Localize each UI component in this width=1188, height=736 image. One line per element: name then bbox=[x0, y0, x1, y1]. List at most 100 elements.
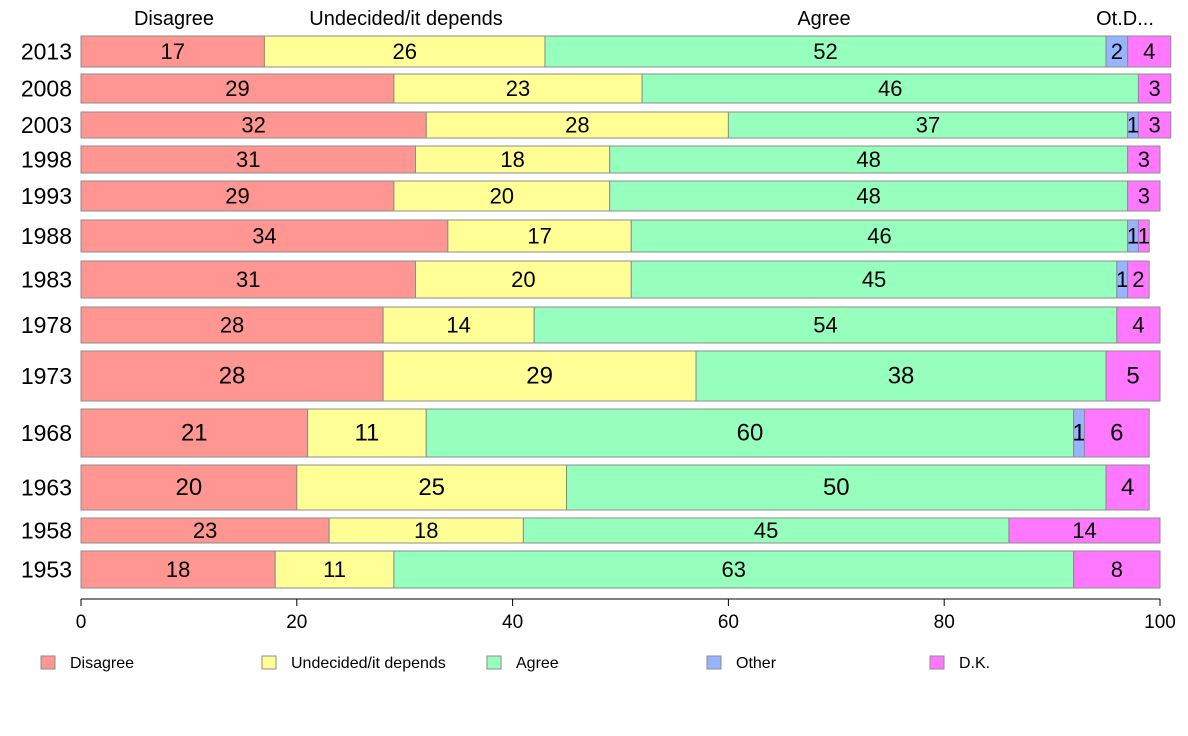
y-tick-label: 1998 bbox=[21, 147, 72, 173]
bar-segment bbox=[630, 260, 1118, 299]
bar-segment bbox=[447, 219, 632, 253]
data-label: 1 bbox=[1116, 267, 1128, 292]
data-label: 31 bbox=[236, 147, 260, 172]
bar-segment bbox=[80, 35, 265, 68]
y-tick-label: 2013 bbox=[21, 39, 72, 65]
data-label: 46 bbox=[878, 76, 902, 101]
bar-segment bbox=[1073, 550, 1161, 589]
data-label: 11 bbox=[354, 420, 379, 447]
data-label: 5 bbox=[1126, 363, 1139, 390]
bar-segment bbox=[80, 550, 276, 589]
y-tick-label: 1958 bbox=[21, 518, 72, 544]
bar-segment bbox=[80, 306, 384, 344]
y-axis-labels: 2013 2008 2003 1998 1993 1988 1983 1978 1973 1968… bbox=[21, 39, 72, 583]
data-label: 34 bbox=[252, 224, 276, 249]
data-label: 45 bbox=[862, 267, 886, 292]
data-label: 20 bbox=[490, 184, 514, 209]
data-label: 54 bbox=[813, 313, 837, 338]
bar-segment bbox=[80, 260, 416, 299]
data-label: 3 bbox=[1138, 184, 1150, 209]
bar-segment bbox=[1083, 408, 1150, 458]
data-label: 29 bbox=[225, 184, 249, 209]
data-label: 4 bbox=[1132, 313, 1144, 338]
data-label: 52 bbox=[813, 39, 837, 64]
data-label: 3 bbox=[1148, 76, 1160, 101]
legend-label: Agree bbox=[516, 655, 559, 672]
legend: Disagree Undecided/it depends Agree Other D.… bbox=[40, 655, 990, 672]
bar-segment bbox=[1127, 35, 1172, 68]
bar-segment bbox=[1008, 517, 1161, 544]
legend-label: Disagree bbox=[70, 655, 134, 672]
bar-segment bbox=[533, 306, 1118, 344]
bar-segment bbox=[1137, 219, 1150, 253]
bar-segment bbox=[382, 350, 697, 402]
data-label: 3 bbox=[1138, 147, 1150, 172]
bar-segment bbox=[382, 306, 535, 344]
bar-segment bbox=[393, 550, 1075, 589]
data-label: 25 bbox=[418, 474, 445, 501]
data-label: 18 bbox=[166, 557, 190, 582]
bar-segment bbox=[393, 73, 643, 104]
y-tick-label: 2003 bbox=[21, 112, 72, 138]
data-label: 37 bbox=[916, 113, 940, 138]
data-label: 38 bbox=[888, 363, 915, 390]
bars: 17 26 52 2 429 23 46 332 28 37 1 331 18 48 329 20 48 334 1… bbox=[80, 35, 1172, 589]
bar-segment bbox=[1116, 306, 1161, 344]
legend-label: Undecided/it depends bbox=[291, 655, 446, 672]
data-label: 20 bbox=[511, 267, 535, 292]
data-label: 6 bbox=[1110, 420, 1123, 447]
data-label: 45 bbox=[754, 518, 778, 543]
data-label: 31 bbox=[236, 267, 260, 292]
bar-segment bbox=[80, 111, 427, 139]
bar-segment bbox=[296, 464, 568, 511]
data-label: 1 bbox=[1138, 224, 1150, 249]
data-label: 29 bbox=[526, 363, 553, 390]
data-label: 28 bbox=[565, 113, 589, 138]
y-tick-label: 1963 bbox=[21, 475, 72, 501]
top-label: Agree bbox=[797, 8, 850, 30]
data-label: 1 bbox=[1127, 224, 1139, 249]
data-label: 21 bbox=[181, 420, 208, 447]
data-label: 11 bbox=[323, 557, 346, 582]
top-label: Undecided/it depends bbox=[309, 8, 502, 30]
data-label: 23 bbox=[506, 76, 530, 101]
legend-swatch bbox=[929, 655, 945, 670]
bar-segment bbox=[609, 180, 1129, 212]
y-tick-label: 1973 bbox=[21, 363, 72, 389]
bar-segment bbox=[414, 145, 611, 174]
legend-swatch bbox=[706, 655, 722, 670]
legend-label: Other bbox=[736, 655, 777, 672]
legend-label: D.K. bbox=[959, 655, 990, 672]
data-label: 46 bbox=[867, 224, 891, 249]
data-label: 50 bbox=[823, 474, 850, 501]
bar-segment bbox=[522, 517, 1010, 544]
bar-segment bbox=[1105, 464, 1150, 511]
data-label: 20 bbox=[176, 474, 203, 501]
data-label: 4 bbox=[1143, 39, 1155, 64]
bar-segment bbox=[566, 464, 1107, 511]
top-label: Ot.D... bbox=[1096, 8, 1154, 30]
data-label: 17 bbox=[527, 224, 551, 249]
bar-segment bbox=[630, 219, 1129, 253]
data-label: 3 bbox=[1148, 113, 1160, 138]
data-label: 17 bbox=[160, 39, 184, 64]
bar-segment bbox=[1127, 260, 1150, 299]
data-label: 28 bbox=[220, 313, 244, 338]
bar-segment bbox=[414, 260, 632, 299]
data-label: 14 bbox=[446, 313, 470, 338]
y-tick-label: 1968 bbox=[21, 420, 72, 446]
data-label: 4 bbox=[1121, 474, 1134, 501]
bar-segment bbox=[80, 180, 395, 212]
bar-segment bbox=[1137, 73, 1172, 104]
y-tick-label: 1983 bbox=[21, 267, 72, 293]
bar-segment bbox=[307, 408, 427, 458]
bar-segment bbox=[328, 517, 524, 544]
data-label: 29 bbox=[225, 76, 249, 101]
data-label: 23 bbox=[193, 518, 217, 543]
y-tick-label: 1978 bbox=[21, 312, 72, 338]
data-label: 48 bbox=[856, 184, 880, 209]
bar-segment bbox=[80, 408, 309, 458]
bar-segment bbox=[1127, 180, 1161, 212]
data-label: 32 bbox=[241, 113, 265, 138]
